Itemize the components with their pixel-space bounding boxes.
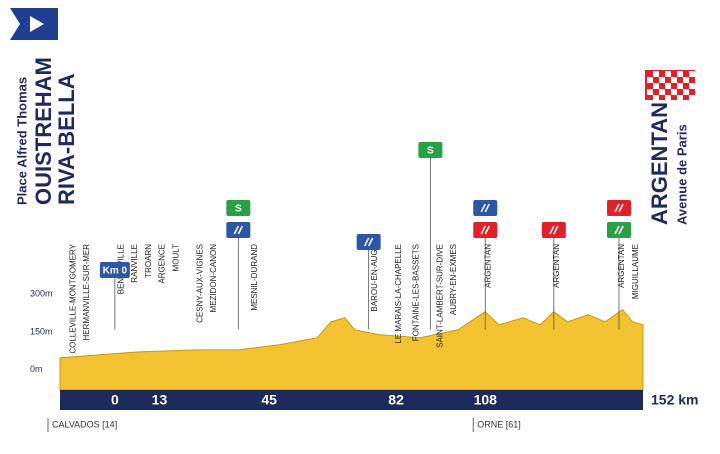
marker-label: Km 0 xyxy=(103,266,128,277)
flag-square xyxy=(677,71,683,77)
flag-square xyxy=(659,77,665,83)
marker xyxy=(541,222,566,238)
marker xyxy=(356,234,381,250)
place-label: BAROU-EN-AUGE xyxy=(370,244,379,312)
place-label: AUBRY-EN-EXMES xyxy=(449,244,458,315)
finish-flag xyxy=(645,70,695,101)
x-tick-label: 82 xyxy=(388,392,404,408)
distance-bar xyxy=(60,390,643,410)
elevation-area xyxy=(59,308,644,391)
flag-square xyxy=(653,71,659,77)
place-label: RANVILLE xyxy=(130,244,139,283)
x-tick-label: 0 xyxy=(111,392,119,408)
place-label: HERMANVILLE-SUR-MER xyxy=(82,244,91,341)
place-label: SAINT-LAMBERT-SUR-DIVE xyxy=(435,244,444,348)
region-label: CALVADOS [14] xyxy=(52,419,117,429)
x-tick-label: 108 xyxy=(474,392,498,408)
flag-square xyxy=(653,83,659,89)
place-label: ARGENTAN xyxy=(483,244,492,288)
x-tick-label: 45 xyxy=(261,392,277,408)
place-label: MEZIDON-CANON xyxy=(209,244,218,313)
flag-square xyxy=(677,95,683,101)
flag-square xyxy=(689,95,695,101)
place-label: ARGENCE xyxy=(158,244,167,284)
place-label: ARGENTAN xyxy=(552,244,561,288)
flag-square xyxy=(665,83,671,89)
marker-icon xyxy=(480,203,490,213)
marker-label: S xyxy=(427,146,434,157)
marker xyxy=(226,200,251,216)
x-tick-label: 13 xyxy=(152,392,168,408)
place-label: ARGENTAN xyxy=(617,244,626,288)
x-tick-label: 152 km xyxy=(651,392,698,408)
flag-square xyxy=(653,95,659,101)
marker xyxy=(226,222,251,238)
flag-square xyxy=(647,89,653,95)
place-label: MIGUILLAUME xyxy=(631,244,640,299)
place-label: MESNIL-DURAND xyxy=(250,244,259,311)
flag-square xyxy=(665,71,671,77)
place-label: MOULT xyxy=(171,244,180,272)
y-tick-label: 300m xyxy=(30,288,53,298)
marker-label: S xyxy=(235,204,242,215)
marker-icon xyxy=(480,225,490,235)
place-label: CESNY-AUX-VIGNES xyxy=(195,244,204,323)
y-tick-label: 0m xyxy=(30,364,43,374)
flag-square xyxy=(647,77,653,83)
marker-icon xyxy=(363,237,374,247)
place-label: LE MARAIS-LA-CHAPELLE xyxy=(394,244,403,344)
flag-square xyxy=(689,83,695,89)
start-arrow xyxy=(30,16,44,32)
flag-square xyxy=(659,89,665,95)
place-label: TROARN xyxy=(144,244,153,278)
marker xyxy=(606,222,631,238)
flag-square xyxy=(671,77,677,83)
marker xyxy=(99,262,130,278)
y-tick-label: 150m xyxy=(30,326,53,336)
flag-square xyxy=(683,77,689,83)
marker xyxy=(473,222,498,238)
start-town: RIVA-BELLA xyxy=(54,73,79,205)
flag-square xyxy=(671,89,677,95)
marker xyxy=(418,142,443,158)
start-place: Place Alfred Thomas xyxy=(14,77,29,205)
flag-square xyxy=(665,95,671,101)
flag-square xyxy=(677,83,683,89)
marker-icon xyxy=(614,203,624,213)
marker xyxy=(473,200,498,216)
marker-icon xyxy=(233,225,243,235)
flag-square xyxy=(683,89,689,95)
place-label: FONTAINE-LES-BASSETS xyxy=(411,244,420,341)
finish-place: Avenue de Paris xyxy=(674,124,689,225)
marker-icon xyxy=(549,225,559,235)
marker xyxy=(606,200,631,216)
start-town: OUISTREHAM xyxy=(31,57,56,205)
place-label: COLLEVILLE-MONTGOMERY xyxy=(68,243,77,353)
marker-icon xyxy=(614,225,624,235)
region-label: ORNE [61] xyxy=(477,419,521,429)
flag-square xyxy=(689,71,695,77)
finish-town: ARGENTAN xyxy=(647,102,672,225)
